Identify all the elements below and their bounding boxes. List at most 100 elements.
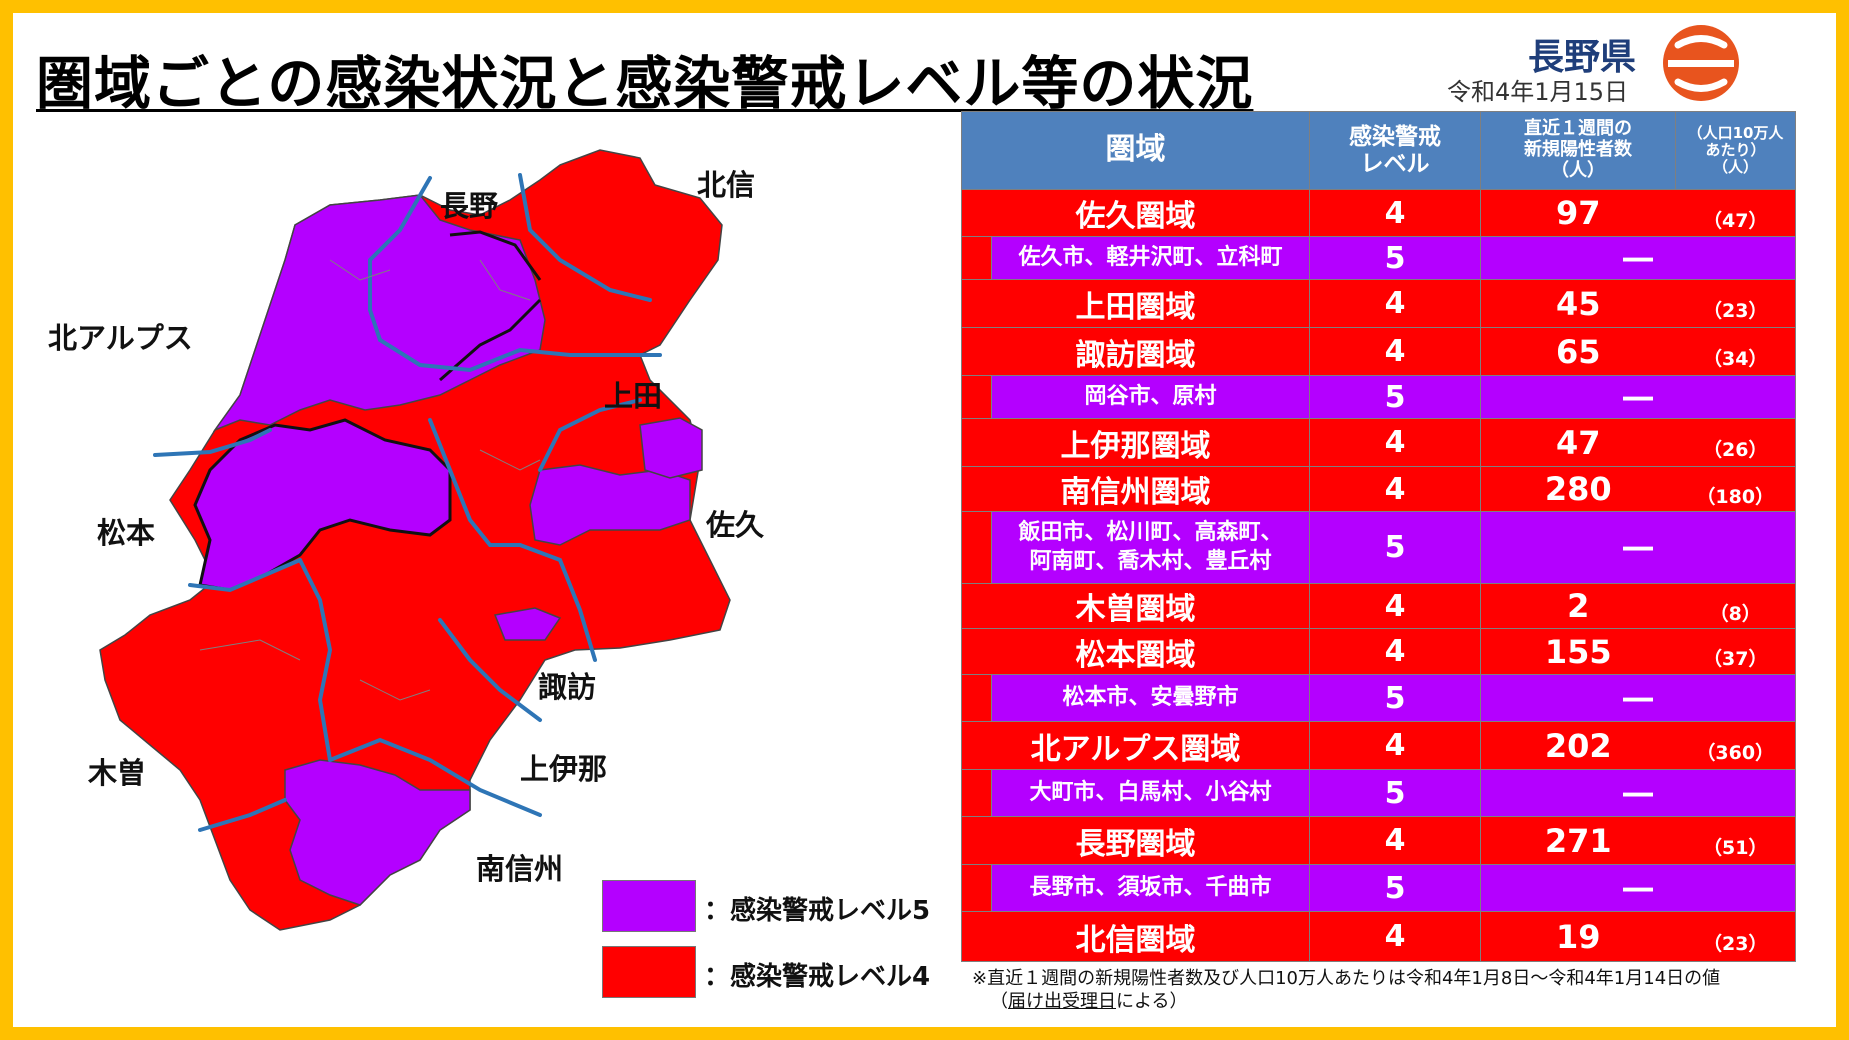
row-level: 5 (1309, 236, 1481, 280)
row-per: （26） (1675, 418, 1796, 467)
table-row-kiso: 木曽圏域 4 2 （8） (961, 583, 1796, 629)
row-municipalities: 飯田市、松川町、高森町、 阿南町、喬木村、豊丘村 (991, 511, 1310, 584)
row-dash: ― (1480, 375, 1796, 419)
table-subrow-matsumoto: 松本市、安曇野市 5 ― (961, 674, 1796, 722)
header-per-100k: （人口10万人 あたり） （人） (1675, 111, 1796, 190)
map-label-saku: 佐久 (706, 508, 765, 542)
row-municipalities: 長野市、須坂市、千曲市 (991, 864, 1310, 912)
header-weekly-new: 直近１週間の 新規陽性者数 （人） (1480, 111, 1676, 190)
row-pad (961, 236, 992, 280)
table-row-saku: 佐久圏域 4 97 （47） (961, 189, 1796, 237)
row-weekly: 202 (1480, 721, 1676, 770)
footnote: ※直近１週間の新規陽性者数及び人口10万人あたりは令和4年1月8日～令和4年1月… (972, 968, 1720, 1013)
row-municipalities: 大町市、白馬村、小谷村 (991, 769, 1310, 817)
row-area: 木曽圏域 (961, 583, 1310, 629)
row-per: （47） (1675, 189, 1796, 237)
row-area: 上田圏域 (961, 279, 1310, 328)
nagano-map (99, 149, 731, 931)
row-weekly: 155 (1480, 628, 1676, 675)
row-dash: ― (1480, 236, 1796, 280)
table-subrow-suwa: 岡谷市、原村 5 ― (961, 375, 1796, 419)
row-municipalities: 岡谷市、原村 (991, 375, 1310, 419)
row-pad (961, 674, 992, 722)
map-label-ueda: 上田 (604, 379, 663, 413)
row-pad (961, 864, 992, 912)
map-label-kita-alps: 北アルプス (48, 321, 193, 355)
row-municipalities: 佐久市、軽井沢町、立科町 (991, 236, 1310, 280)
row-per: （360） (1675, 721, 1796, 770)
table-row-kita-alps: 北アルプス圏域 4 202 （360） (961, 721, 1796, 770)
row-weekly: 47 (1480, 418, 1676, 467)
row-pad (961, 375, 992, 419)
row-dash: ― (1480, 674, 1796, 722)
row-weekly: 45 (1480, 279, 1676, 328)
footnote-line1: ※直近１週間の新規陽性者数及び人口10万人あたりは令和4年1月8日～令和4年1月… (972, 968, 1721, 989)
table-row-minamishinshu: 南信州圏域 4 280 （180） (961, 466, 1796, 512)
table-subrow-kita-alps: 大町市、白馬村、小谷村 5 ― (961, 769, 1796, 817)
table-row-ueda: 上田圏域 4 45 （23） (961, 279, 1796, 328)
row-per: （37） (1675, 628, 1796, 675)
table-row-kamiina: 上伊那圏域 4 47 （26） (961, 418, 1796, 467)
map-label-kamiina: 上伊那 (520, 752, 608, 786)
row-level: 4 (1309, 628, 1481, 675)
row-area: 長野圏域 (961, 816, 1310, 865)
row-per: （23） (1675, 279, 1796, 328)
row-area: 諏訪圏域 (961, 327, 1310, 376)
row-per: （34） (1675, 327, 1796, 376)
row-level: 4 (1309, 418, 1481, 467)
map-label-kiso: 木曽 (88, 756, 147, 790)
table-row-nagano: 長野圏域 4 271 （51） (961, 816, 1796, 865)
row-municipalities: 松本市、安曇野市 (991, 674, 1310, 722)
row-area: 上伊那圏域 (961, 418, 1310, 467)
map-label-hokushin: 北信 (697, 168, 756, 202)
row-level: 4 (1309, 279, 1481, 328)
legend-swatch-level5 (602, 880, 696, 932)
row-area: 佐久圏域 (961, 189, 1310, 237)
map-label-nagano: 長野 (440, 189, 499, 223)
row-per: （23） (1675, 911, 1796, 962)
header-level: 感染警戒 レベル (1309, 111, 1481, 190)
table-subrow-minamishinshu: 飯田市、松川町、高森町、 阿南町、喬木村、豊丘村 5 ― (961, 511, 1796, 584)
map-level5-iida (284, 759, 471, 906)
map-level5-suwa (493, 607, 562, 641)
table-row-suwa: 諏訪圏域 4 65 （34） (961, 327, 1796, 376)
row-level: 5 (1309, 375, 1481, 419)
legend-level4: ：感染警戒レベル4 (602, 946, 962, 1000)
row-level: 5 (1309, 674, 1481, 722)
row-area: 松本圏域 (961, 628, 1310, 675)
row-weekly: 97 (1480, 189, 1676, 237)
legend-label-level5: ：感染警戒レベル5 (704, 896, 931, 926)
prefecture-logo-icon (1663, 25, 1739, 101)
legend-swatch-level4 (602, 946, 696, 998)
row-level: 5 (1309, 511, 1481, 584)
header-area: 圏域 (961, 111, 1310, 190)
page-title: 圏域ごとの感染状況と感染警戒レベル等の状況 (36, 51, 1254, 117)
row-level: 4 (1309, 911, 1481, 962)
row-area: 南信州圏域 (961, 466, 1310, 512)
row-pad (961, 769, 992, 817)
status-table-container: 圏域 感染警戒 レベル 直近１週間の 新規陽性者数 （人） （人口10万人 あた… (961, 111, 1796, 962)
map-label-suwa: 諏訪 (538, 670, 597, 704)
map-label-minamishinshu: 南信州 (476, 852, 564, 886)
legend-label-level4: ：感染警戒レベル4 (704, 962, 931, 992)
row-per: （180） (1675, 466, 1796, 512)
footnote-line2: （届け出受理日による） (990, 990, 1188, 1012)
row-pad (961, 511, 992, 584)
table-header-row: 圏域 感染警戒 レベル 直近１週間の 新規陽性者数 （人） （人口10万人 あた… (961, 111, 1796, 190)
row-level: 4 (1309, 189, 1481, 237)
table-subrow-saku: 佐久市、軽井沢町、立科町 5 ― (961, 236, 1796, 280)
map-level5-saku (529, 464, 691, 546)
row-weekly: 2 (1480, 583, 1676, 629)
row-dash: ― (1480, 769, 1796, 817)
table-row-matsumoto: 松本圏域 4 155 （37） (961, 628, 1796, 675)
row-dash: ― (1480, 511, 1796, 584)
row-level: 4 (1309, 466, 1481, 512)
row-weekly: 280 (1480, 466, 1676, 512)
prefecture-name: 長野県 (1528, 37, 1637, 78)
row-per: （8） (1675, 583, 1796, 629)
table-subrow-nagano: 長野市、須坂市、千曲市 5 ― (961, 864, 1796, 912)
row-dash: ― (1480, 864, 1796, 912)
status-table: 圏域 感染警戒 レベル 直近１週間の 新規陽性者数 （人） （人口10万人 あた… (961, 111, 1796, 962)
row-per: （51） (1675, 816, 1796, 865)
row-level: 4 (1309, 327, 1481, 376)
